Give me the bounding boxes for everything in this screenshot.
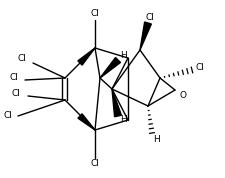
Polygon shape	[139, 22, 151, 50]
Text: Cl: Cl	[11, 90, 20, 98]
Text: H: H	[120, 51, 127, 61]
Polygon shape	[112, 89, 121, 117]
Text: H: H	[153, 135, 160, 145]
Text: Cl: Cl	[195, 64, 204, 72]
Text: O: O	[179, 91, 186, 101]
Polygon shape	[99, 57, 120, 78]
Polygon shape	[78, 114, 94, 130]
Text: Cl: Cl	[90, 159, 99, 169]
Text: Cl: Cl	[4, 111, 12, 121]
Text: Cl: Cl	[9, 74, 18, 82]
Text: H: H	[120, 116, 127, 124]
Text: Cl: Cl	[145, 12, 154, 22]
Text: Cl: Cl	[90, 9, 99, 19]
Text: Cl: Cl	[18, 54, 26, 64]
Polygon shape	[78, 48, 94, 65]
